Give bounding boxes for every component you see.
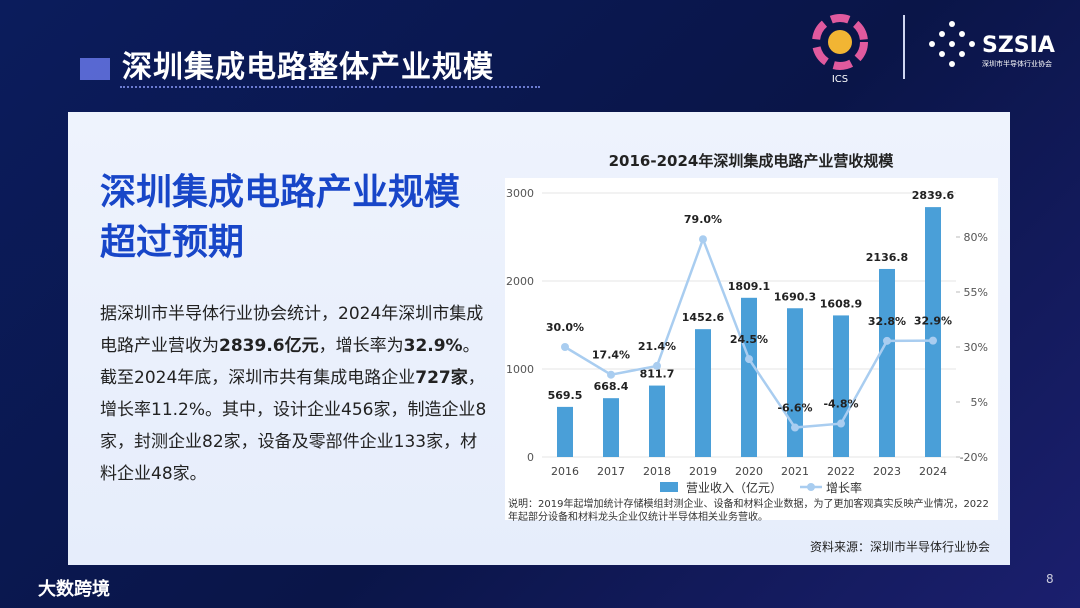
body-run: 32.9% [403, 336, 463, 356]
growth-point [837, 419, 845, 428]
body-run: 727家 [415, 368, 468, 388]
growth-point [791, 423, 799, 432]
legend-label: 增长率 [826, 480, 862, 495]
headline-line: 超过预期 [100, 222, 245, 263]
bar [695, 329, 711, 457]
line-value-label: -4.8% [823, 398, 858, 411]
x-tick-label: 2021 [781, 465, 809, 478]
chart-note: 说明：2019年起增加统计存储模组封测企业、设备和材料企业数据，为了更加客观真实… [508, 499, 989, 523]
szsia-sub: 深圳市半导体行业协会 [982, 59, 1052, 68]
szsia-logo: SZSIA 深圳市半导体行业协会 [929, 21, 1055, 68]
x-tick-label: 2022 [827, 465, 855, 478]
x-tick-label: 2016 [551, 465, 579, 478]
y-tick-label: 3000 [506, 187, 534, 200]
headline: 深圳集成电路产业规模 超过预期 [100, 168, 460, 268]
bar [925, 207, 941, 457]
title-icon [80, 58, 110, 80]
y2-tick-label: 55% [964, 286, 988, 299]
logo-divider [903, 15, 905, 79]
bar-value-label: 1809.1 [728, 280, 770, 293]
chart-title: 2016-2024年深圳集成电路产业营收规模 [609, 152, 895, 170]
szsia-text: SZSIA [982, 33, 1055, 58]
y2-tick-label: 30% [964, 341, 988, 354]
body-run: ，增长率为 [318, 336, 404, 356]
legend-label: 营业收入（亿元） [686, 480, 782, 495]
legend-swatch [807, 483, 815, 491]
legend-swatch [660, 482, 678, 492]
growth-point [699, 235, 707, 244]
bar [879, 268, 895, 457]
bar-value-label: 1608.9 [820, 297, 862, 310]
bar [787, 308, 803, 457]
bar-value-label: 2136.8 [866, 251, 908, 264]
growth-point [745, 355, 753, 364]
bar-value-label: 1452.6 [682, 311, 725, 324]
body-run: 2839.6亿元 [219, 336, 319, 356]
line-value-label: 21.4% [638, 340, 676, 353]
y-tick-label: 1000 [506, 363, 534, 376]
growth-point [561, 343, 569, 351]
line-value-label: 30.0% [546, 321, 584, 334]
y2-tick-label: 80% [964, 231, 988, 244]
headline-line: 深圳集成电路产业规模 [100, 172, 461, 213]
bar [741, 297, 757, 457]
x-tick-label: 2019 [689, 465, 717, 478]
bar [649, 385, 665, 457]
chart-source: 资料来源：深圳市半导体行业协会 [810, 539, 990, 554]
bar-value-label: 811.7 [640, 368, 675, 381]
growth-point [607, 370, 615, 379]
body-text: 据深圳市半导体行业协会统计，2024年深圳市集成电路产业营收为2839.6亿元，… [100, 298, 492, 490]
page-number: 8 [1046, 572, 1054, 586]
line-value-label: 32.8% [868, 315, 906, 328]
x-tick-label: 2017 [597, 465, 625, 478]
chart-note-box: 说明：2019年起增加统计存储模组封测企业、设备和材料企业数据，为了更加客观真实… [508, 499, 989, 523]
bar [833, 315, 849, 457]
bar [603, 398, 619, 457]
growth-point [883, 336, 891, 345]
body-run: ，增长率11.2%。其中，设计企业456家，制造企业8家，封测企业82家，设备及… [100, 368, 487, 484]
x-tick-label: 2018 [643, 465, 671, 478]
line-value-label: -6.6% [777, 402, 812, 415]
bar [557, 406, 573, 457]
title-underline [120, 86, 540, 88]
line-value-label: 24.5% [730, 333, 768, 346]
y-tick-label: 0 [527, 451, 534, 464]
ics-text: ICS [832, 74, 848, 85]
bar-value-label: 569.5 [548, 389, 583, 402]
ics-logo: ICS [812, 14, 868, 85]
slide-title: 深圳集成电路整体产业规模 [122, 50, 494, 85]
line-value-label: 32.9% [914, 315, 952, 328]
y2-tick-label: 5% [971, 396, 988, 409]
line-value-label: 79.0% [684, 213, 722, 226]
body-run: 。截至2024年底，深圳市共有集成电路企业 [100, 336, 480, 388]
growth-point [653, 361, 661, 370]
footer-brand: 大数跨境 [38, 579, 110, 600]
body-run: 据深圳市半导体行业协会统计，2024年深圳市集成电路产业营收为 [100, 304, 484, 356]
x-tick-label: 2023 [873, 465, 901, 478]
line-value-label: 17.4% [592, 349, 630, 362]
x-tick-label: 2024 [919, 465, 947, 478]
x-tick-label: 2020 [735, 465, 763, 478]
growth-point [929, 336, 937, 345]
bar-value-label: 2839.6 [912, 189, 955, 202]
bar-value-label: 668.4 [594, 380, 629, 393]
bar-value-label: 1690.3 [774, 290, 816, 303]
y2-tick-label: -20% [960, 451, 988, 464]
y-tick-label: 2000 [506, 275, 534, 288]
